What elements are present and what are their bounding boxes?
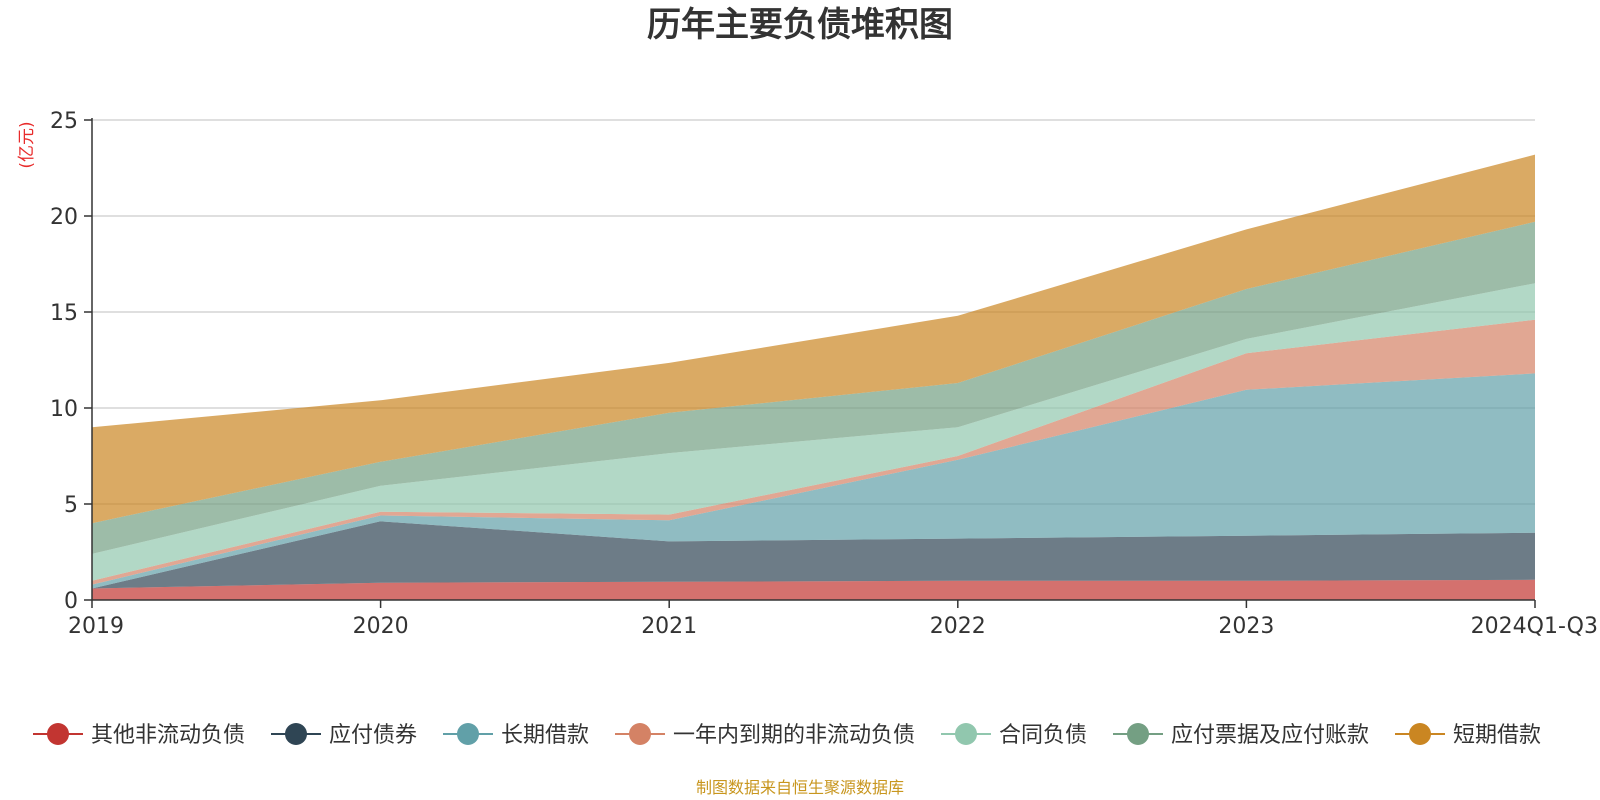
- area-series: [92, 154, 1535, 600]
- legend-label: 长期借款: [501, 723, 589, 748]
- data-source-note: 制图数据来自恒生聚源数据库: [696, 778, 904, 797]
- x-tick-label: 2021: [641, 614, 697, 639]
- x-tick-label: 2020: [353, 614, 409, 639]
- legend-marker: [47, 723, 69, 745]
- legend-label: 应付债券: [329, 723, 417, 748]
- legend-label: 合同负债: [999, 723, 1087, 748]
- y-tick-label: 10: [50, 397, 78, 422]
- area-series-6: [92, 154, 1535, 524]
- legend-marker: [285, 723, 307, 745]
- legend: 其他非流动负债 应付债券 长期借款 一年内到期的非流动负债 合同负债 应付票据及应付账款 短…: [33, 723, 1541, 748]
- area-series-0: [92, 579, 1535, 600]
- legend-item-1[interactable]: 应付债券: [271, 723, 417, 748]
- legend-item-6[interactable]: 短期借款: [1395, 723, 1541, 748]
- area-series-4: [92, 283, 1535, 581]
- legend-marker: [629, 723, 651, 745]
- area-series-1: [92, 521, 1535, 589]
- legend-label: 短期借款: [1453, 723, 1541, 748]
- legend-item-5[interactable]: 应付票据及应付账款: [1113, 723, 1369, 748]
- x-tick-label: 2023: [1218, 614, 1274, 639]
- legend-marker: [1409, 723, 1431, 745]
- legend-label: 一年内到期的非流动负债: [673, 723, 915, 748]
- legend-marker: [457, 723, 479, 745]
- y-tick-label: 15: [50, 301, 78, 326]
- y-tick-label: 25: [50, 109, 78, 134]
- legend-label: 其他非流动负债: [91, 723, 245, 748]
- legend-label: 应付票据及应付账款: [1171, 723, 1369, 748]
- legend-marker: [1127, 723, 1149, 745]
- area-series-2: [92, 373, 1535, 589]
- y-tick-label: 0: [64, 589, 78, 614]
- chart-title: 历年主要负债堆积图: [647, 5, 953, 45]
- y-tick-label: 5: [64, 493, 78, 518]
- legend-item-3[interactable]: 一年内到期的非流动负债: [615, 723, 915, 748]
- legend-marker: [955, 723, 977, 745]
- area-series-3: [92, 319, 1535, 585]
- y-tick-label: 20: [50, 205, 78, 230]
- legend-item-2[interactable]: 长期借款: [443, 723, 589, 748]
- y-axis-unit-label: (亿元): [17, 121, 37, 168]
- x-tick-label: 2024Q1-Q3: [1471, 614, 1598, 639]
- x-tick-label: 2019: [68, 614, 124, 639]
- x-tick-label: 2022: [930, 614, 986, 639]
- legend-item-4[interactable]: 合同负债: [941, 723, 1087, 748]
- area-series-5: [92, 221, 1535, 554]
- axes: 0 5 10 15 20 25 2019 2020 2021 2022 2023 2024Q1-Q3: [50, 109, 1598, 639]
- legend-item-0[interactable]: 其他非流动负债: [33, 723, 245, 748]
